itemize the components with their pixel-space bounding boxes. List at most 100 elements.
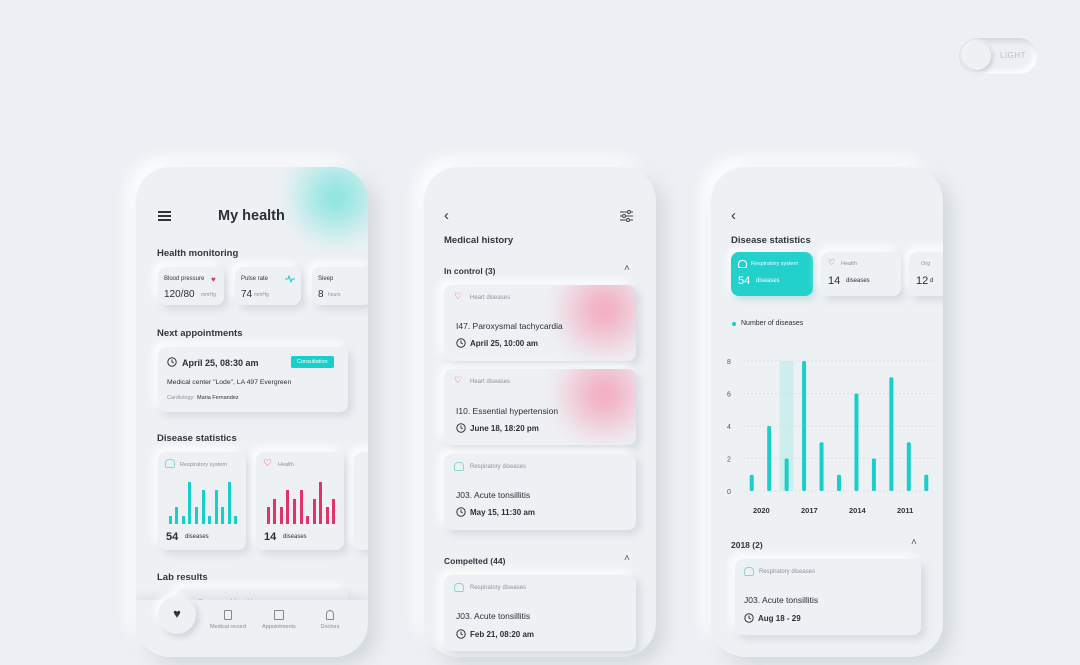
chevron-up-icon[interactable]: ˄ bbox=[624, 263, 630, 274]
clock-icon bbox=[167, 357, 177, 367]
metric-card-pulse-rate[interactable]: Pulse rate 74 mmHg bbox=[235, 267, 301, 305]
filter-icon[interactable] bbox=[620, 210, 633, 222]
record-date: April 25, 10:00 am bbox=[470, 339, 539, 348]
mini-bar bbox=[266, 507, 270, 524]
phone-medical-history: ‹ Medical history In control (3) ˄ ♡ Hea… bbox=[424, 167, 656, 657]
mini-bar bbox=[208, 515, 212, 524]
nav-doctors[interactable]: Doctors bbox=[308, 610, 352, 630]
x-tick-label: 2020 bbox=[753, 506, 770, 515]
section-next-appointments: Next appointments bbox=[157, 328, 243, 339]
metric-value: 120/80 bbox=[164, 289, 195, 300]
back-icon[interactable]: ‹ bbox=[731, 207, 736, 224]
metric-unit: mmHg bbox=[201, 292, 216, 298]
legend-dot bbox=[732, 322, 736, 326]
toggle-knob[interactable] bbox=[963, 42, 991, 70]
mini-bar bbox=[201, 490, 205, 524]
mini-bar bbox=[279, 507, 283, 524]
back-icon[interactable]: ‹ bbox=[444, 207, 449, 224]
appointment-card[interactable]: April 25, 08:30 am Consultation Medical … bbox=[158, 347, 348, 412]
heart-rate-icon: ♡ bbox=[454, 291, 463, 301]
stat-card-respiratory[interactable]: Respiratory system 54 diseases bbox=[158, 452, 246, 550]
chart-bar bbox=[871, 458, 876, 491]
metric-card-blood-pressure[interactable]: Blood pressure ♥ 120/80 mmHg bbox=[158, 267, 224, 305]
chevron-up-icon[interactable]: ˄ bbox=[624, 553, 630, 564]
metric-unit: mmHg bbox=[254, 292, 269, 298]
page-title: My health bbox=[218, 208, 285, 224]
section-health-monitoring: Health monitoring bbox=[157, 248, 239, 259]
record-card[interactable]: ♡ Heart diseases I47. Paroxysmal tachyca… bbox=[444, 285, 636, 361]
metric-label: Blood pressure bbox=[164, 276, 205, 282]
appointment-datetime: April 25, 08:30 am bbox=[182, 358, 259, 368]
record-icon bbox=[224, 610, 232, 620]
chevron-up-icon[interactable]: ˄ bbox=[911, 537, 917, 548]
tab-unit: d bbox=[930, 278, 934, 284]
stat-card-more[interactable] bbox=[354, 452, 368, 550]
record-card[interactable]: Respiratory diseases J03. Acute tonsilli… bbox=[735, 559, 921, 635]
heart-rate-icon: ♡ bbox=[454, 375, 463, 385]
chart-bar bbox=[767, 426, 772, 491]
nav-appointments[interactable]: Appointments bbox=[256, 610, 302, 630]
record-diagnosis: I47. Paroxysmal tachycardia bbox=[456, 321, 563, 331]
stat-value: 54 bbox=[166, 531, 179, 543]
chart-bar bbox=[924, 474, 929, 491]
nav-home-button[interactable]: ♥ bbox=[158, 596, 196, 634]
clock-icon bbox=[456, 338, 466, 348]
tab-health[interactable]: ♡ Health 14 diseases bbox=[821, 252, 901, 296]
legend-label: Number of diseases bbox=[741, 320, 804, 327]
metric-card-sleep[interactable]: Sleep 8 hours bbox=[312, 267, 368, 305]
stat-label: Respiratory system bbox=[180, 462, 228, 468]
record-card[interactable]: Respiratory diseases J03. Acute tonsilli… bbox=[444, 575, 636, 651]
group-2018[interactable]: 2018 (2) bbox=[731, 540, 763, 550]
y-tick-label: 4 bbox=[727, 424, 731, 431]
nav-label: Medical record bbox=[209, 624, 247, 630]
stat-unit: diseases bbox=[283, 534, 307, 540]
record-card[interactable]: ♡ Heart diseases I10. Essential hyperten… bbox=[444, 369, 636, 445]
stat-unit: diseases bbox=[185, 534, 209, 540]
record-diagnosis: J03. Acute tonsillitis bbox=[456, 490, 531, 500]
group-completed[interactable]: Compelted (44) bbox=[444, 556, 506, 566]
appointment-badge[interactable]: Consultation bbox=[291, 356, 334, 368]
x-tick-label: 2017 bbox=[801, 506, 818, 515]
metric-label: Sleep bbox=[318, 276, 334, 282]
lungs-icon bbox=[744, 567, 754, 576]
nav-label: Doctors bbox=[320, 624, 340, 630]
mini-bar bbox=[188, 482, 192, 524]
record-card[interactable]: Respiratory diseases J03. Acute tonsilli… bbox=[444, 454, 636, 530]
lungs-icon bbox=[738, 260, 747, 268]
clock-icon bbox=[744, 613, 754, 623]
mini-bar bbox=[292, 498, 296, 524]
record-category: Respiratory diseases bbox=[470, 464, 527, 470]
mini-bar bbox=[319, 482, 323, 524]
heart-icon: ♥ bbox=[211, 275, 216, 284]
tab-unit: diseases bbox=[846, 278, 870, 284]
nav-label: Appointments bbox=[262, 624, 296, 630]
tab-value: 12 bbox=[916, 275, 929, 287]
section-disease-statistics: Disease statistics bbox=[157, 433, 237, 444]
stat-card-health[interactable]: ♡ Health 14 diseases bbox=[256, 452, 344, 550]
phone-disease-statistics: ‹ Disease statistics Respiratory system … bbox=[711, 167, 943, 657]
record-date: May 15, 11:30 am bbox=[470, 508, 535, 517]
phone-my-health: My health Health monitoring Blood pressu… bbox=[136, 167, 368, 657]
chart-bar bbox=[784, 458, 789, 491]
chart-bar bbox=[819, 442, 824, 491]
bottom-nav: ♥ Medical record Appointments Doctors bbox=[136, 596, 368, 657]
tab-value: 14 bbox=[828, 275, 841, 287]
tab-respiratory-system[interactable]: Respiratory system 54 diseases bbox=[731, 252, 813, 296]
group-in-control[interactable]: In control (3) bbox=[444, 266, 496, 276]
mini-bar bbox=[325, 507, 329, 524]
tab-other[interactable]: Org 12 d bbox=[909, 252, 943, 296]
metric-unit: hours bbox=[328, 292, 341, 298]
menu-icon[interactable] bbox=[158, 211, 171, 221]
chart-bar bbox=[854, 393, 859, 491]
highlight-column bbox=[779, 361, 794, 491]
chart-bar bbox=[837, 474, 841, 491]
page-title: Disease statistics bbox=[731, 235, 811, 246]
clock-icon bbox=[456, 507, 466, 517]
tab-label: Health bbox=[841, 261, 857, 267]
theme-toggle[interactable]: LIGHT bbox=[959, 38, 1037, 74]
nav-medical-record[interactable]: Medical record bbox=[206, 610, 250, 630]
pulse-icon bbox=[285, 275, 295, 283]
mini-bar bbox=[168, 515, 172, 524]
record-category: Heart diseases bbox=[470, 379, 511, 385]
mini-bar bbox=[214, 490, 218, 524]
